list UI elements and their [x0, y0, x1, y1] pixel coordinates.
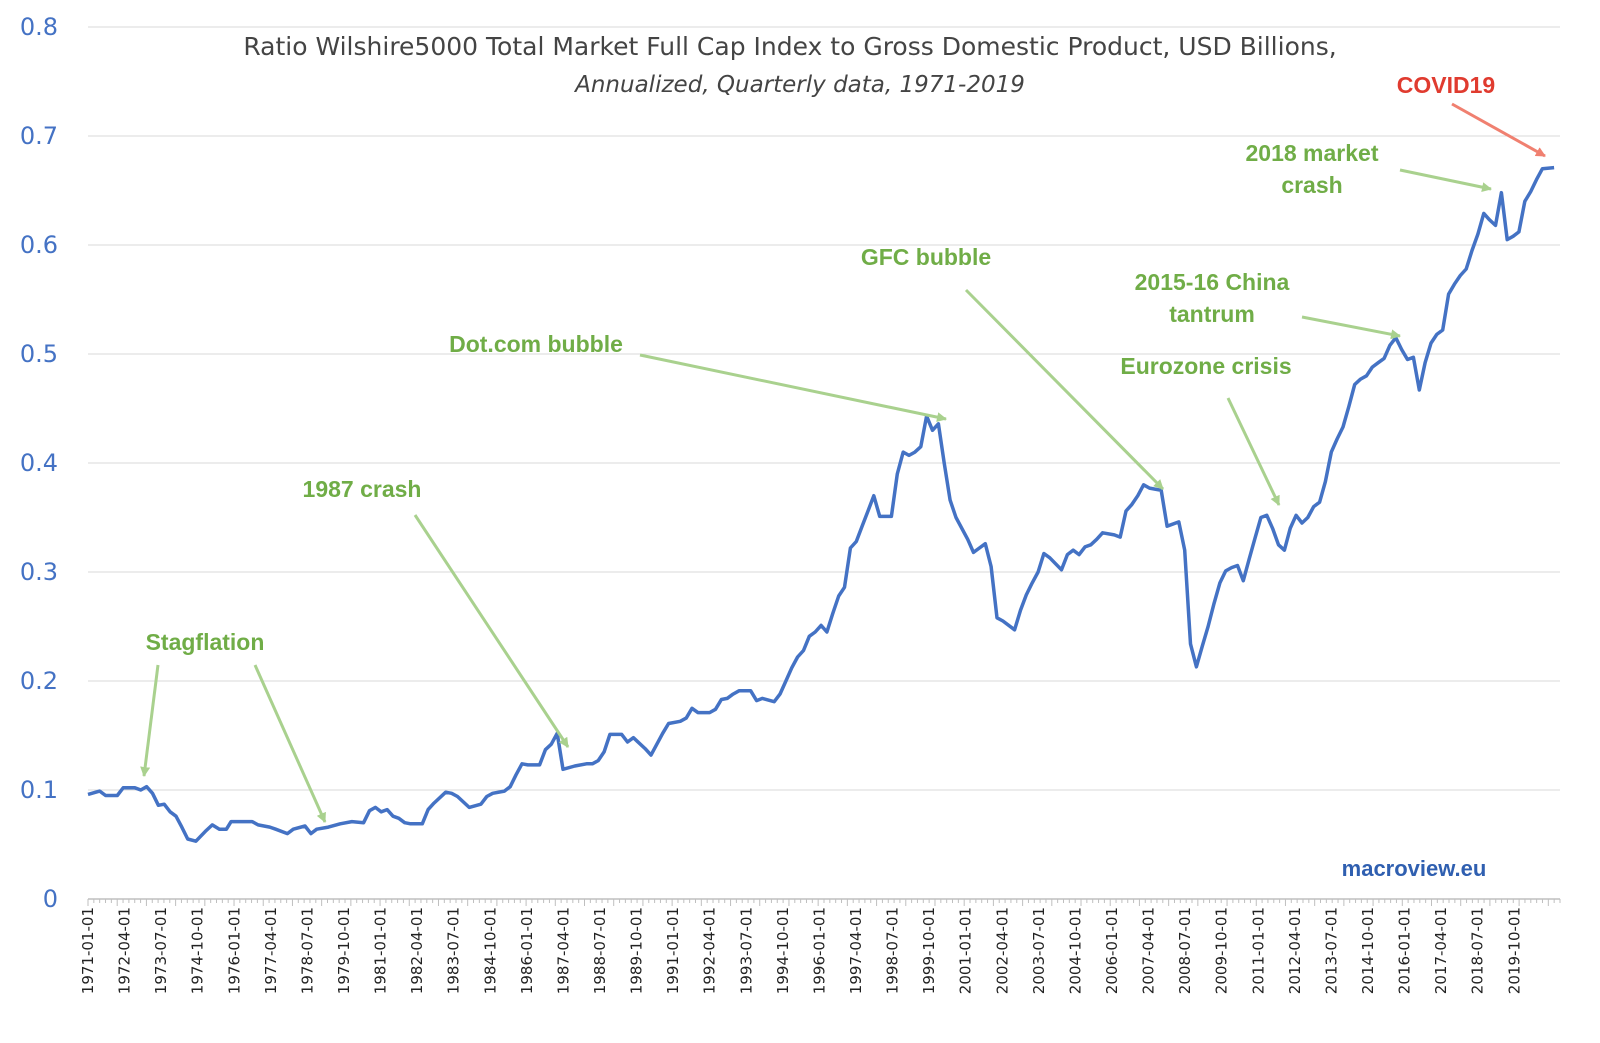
annotation-stagflation: Stagflation: [146, 629, 265, 655]
x-axis: 1971-01-01 1972-04-01 1973-07-01 1974-10-01…: [79, 898, 1561, 994]
x-tick-label: 2018-07-01: [1469, 907, 1487, 994]
annotation-china-tantrum-line1: 2015-16 China: [1135, 269, 1290, 295]
x-tick-label: 1977-04-01: [262, 907, 280, 994]
x-tick-label: 1996-01-01: [810, 907, 828, 994]
x-tick-label: 1981-01-01: [372, 907, 390, 994]
x-tick-label: 1973-07-01: [152, 907, 170, 994]
x-tick-label: 1971-01-01: [79, 907, 97, 994]
series-line: [87, 165, 1555, 843]
gridlines: [88, 26, 1560, 791]
y-axis: 0 0.1 0.2 0.3 0.4 0.5 0.6 0.7 0.8: [20, 13, 58, 913]
x-tick-label: 1997-04-01: [847, 907, 865, 994]
x-tick-label: 1994-10-01: [774, 907, 792, 994]
annotation-2018-crash-line2: crash: [1281, 172, 1342, 198]
watermark: macroview.eu: [1342, 856, 1487, 881]
annotation-china-tantrum-line2: tantrum: [1169, 301, 1255, 327]
x-tick-label: 2009-10-01: [1213, 907, 1231, 994]
x-tick-label: 1993-07-01: [737, 907, 755, 994]
x-tick-label: 1999-10-01: [920, 907, 938, 994]
x-tick-label: 1984-10-01: [481, 907, 499, 994]
x-tick-label: 1992-04-01: [701, 907, 719, 994]
x-tick-label: 2019-10-01: [1505, 907, 1523, 994]
x-tick-label: 1974-10-01: [189, 907, 207, 994]
x-tick-label: 2017-04-01: [1432, 907, 1450, 994]
y-tick-label: 0.4: [20, 449, 58, 477]
annotation-2018-crash-line1: 2018 market: [1246, 140, 1379, 166]
x-tick-label: 2004-10-01: [1066, 907, 1084, 994]
chart-subtitle: Annualized, Quarterly data, 1971-2019: [573, 72, 1025, 98]
annotation-covid19: COVID19: [1397, 72, 1495, 98]
x-tick-label: 1989-10-01: [628, 907, 646, 994]
chart-title: Ratio Wilshire5000 Total Market Full Cap…: [243, 32, 1336, 61]
arrow-dotcom-bubble: [639, 353, 947, 423]
y-tick-label: 0.1: [20, 776, 58, 804]
x-tick-label: 2007-04-01: [1140, 907, 1158, 994]
y-tick-label: 0: [43, 885, 58, 913]
annotation-dotcom-bubble: Dot.com bubble: [449, 331, 623, 357]
annotation-arrows: [140, 102, 1546, 823]
x-tick-label: 1976-01-01: [225, 907, 243, 994]
x-tick-label: 1991-01-01: [664, 907, 682, 994]
arrow-covid19: [1451, 102, 1546, 158]
x-tick-label: 1979-10-01: [335, 907, 353, 994]
x-tick-label: 2001-01-01: [957, 907, 975, 994]
arrow-1987-crash: [413, 514, 570, 748]
arrow-stagflation-1: [140, 664, 160, 777]
arrow-stagflation-2: [253, 664, 327, 823]
x-tick-label: 1982-04-01: [408, 907, 426, 994]
x-tick-label: 2014-10-01: [1359, 907, 1377, 994]
x-tick-label: 2011-01-01: [1249, 907, 1267, 994]
x-tick-label: 2013-07-01: [1322, 907, 1340, 994]
annotation-gfc-bubble: GFC bubble: [861, 244, 991, 270]
x-tick-label: 1988-07-01: [591, 907, 609, 994]
arrow-2018-crash: [1399, 168, 1492, 193]
x-tick-label: 2008-07-01: [1176, 907, 1194, 994]
x-tick-label: 1998-07-01: [884, 907, 902, 994]
x-tick-label: 1986-01-01: [518, 907, 536, 994]
x-tick-label: 2002-04-01: [993, 907, 1011, 994]
y-tick-label: 0.2: [20, 667, 58, 695]
x-tick-label: 2006-01-01: [1103, 907, 1121, 994]
annotation-1987-crash: 1987 crash: [303, 476, 422, 502]
x-tick-label: 2016-01-01: [1396, 907, 1414, 994]
x-tick-label: 1972-04-01: [116, 907, 134, 994]
x-tick-label: 2003-07-01: [1030, 907, 1048, 994]
x-tick-label: 2012-04-01: [1286, 907, 1304, 994]
x-tick-label: 1987-04-01: [554, 907, 572, 994]
y-tick-label: 0.7: [20, 122, 58, 150]
arrow-eurozone-crisis: [1226, 397, 1281, 506]
y-tick-label: 0.6: [20, 231, 58, 259]
x-tick-label: 1983-07-01: [445, 907, 463, 994]
x-tick-label: 1978-07-01: [298, 907, 316, 994]
arrow-china-tantrum: [1301, 315, 1401, 340]
y-tick-label: 0.5: [20, 340, 58, 368]
y-tick-label: 0.8: [20, 13, 58, 41]
annotation-eurozone-crisis: Eurozone crisis: [1120, 353, 1291, 379]
y-tick-label: 0.3: [20, 558, 58, 586]
arrow-gfc-bubble: [964, 288, 1165, 491]
